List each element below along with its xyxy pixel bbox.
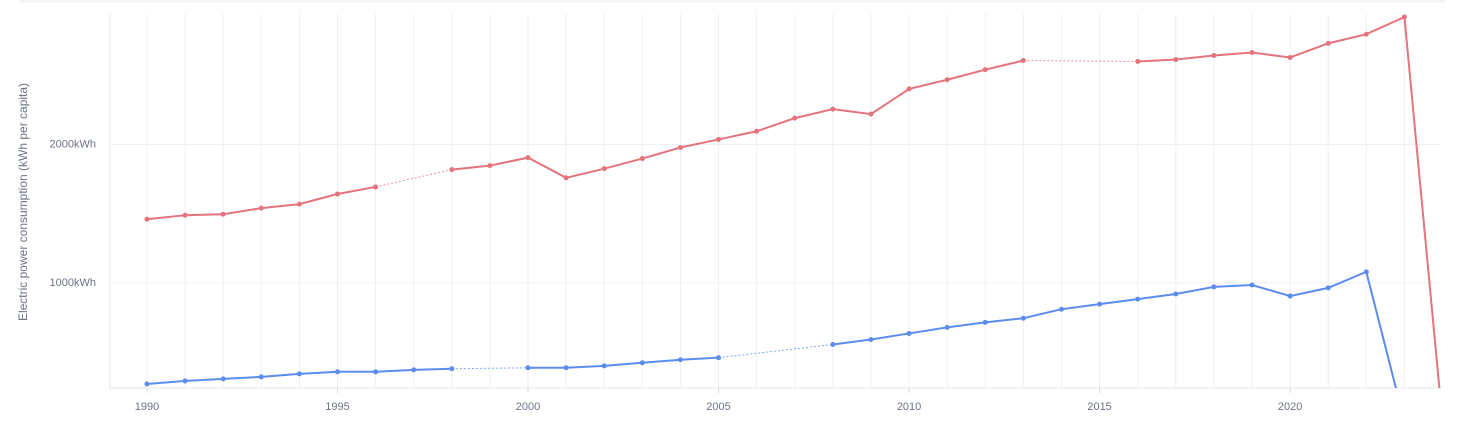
point [411,367,417,373]
point [1173,57,1179,63]
point [1249,49,1255,55]
point [1097,301,1103,307]
point [677,357,683,363]
gap-connector [718,344,833,359]
x-tick-label: 2000 [516,401,540,413]
point [1249,282,1255,288]
grid [110,14,1441,388]
point [1401,14,1407,20]
point [1402,419,1407,424]
point [182,378,188,384]
point [1135,58,1141,64]
point [754,128,760,134]
point [677,144,683,150]
point [258,205,264,211]
x-tick-label: 2005 [706,401,730,413]
point [830,342,836,348]
point [982,319,988,325]
point [1211,53,1217,59]
gap-connector [451,367,529,370]
point [258,374,264,380]
point [373,369,379,375]
point [601,363,607,369]
point [1363,31,1369,37]
point [1363,269,1369,275]
point [1020,315,1026,321]
point [487,163,493,169]
point [1440,419,1445,424]
point [868,337,874,343]
point [563,365,569,371]
point [449,167,455,173]
point [220,376,226,382]
x-tick-label: 2020 [1278,401,1302,413]
x-tick-label: 2010 [897,401,921,413]
point [716,355,722,361]
point [334,369,340,375]
point [944,324,950,330]
x-tick-label: 2015 [1087,401,1111,413]
point [906,86,912,92]
point [373,184,379,190]
y-tick-label: 1000kWh [50,277,96,289]
point [830,106,836,112]
point [1325,40,1331,46]
point [792,115,798,121]
y-tick-label: 2000kWh [50,138,96,150]
x-tick-label: 1995 [325,401,349,413]
point [1020,58,1026,64]
point [144,381,150,387]
y-axis-label: Electric power consumption (kWh per capi… [16,83,30,321]
point [716,136,722,142]
point [296,201,302,207]
plot-area [144,14,1445,424]
point [449,366,455,372]
point [639,156,645,162]
top-bar [20,0,1445,3]
point [1173,291,1179,297]
point [1211,284,1217,290]
point [296,371,302,377]
point [601,166,607,172]
point [144,216,150,222]
point [906,330,912,336]
point [639,360,645,366]
gap-connector [375,169,452,188]
point [944,77,950,83]
point [525,365,531,371]
series-line [146,270,1397,388]
point [1135,296,1141,302]
point [220,211,226,217]
point [182,212,188,218]
point [334,191,340,197]
point [563,175,569,181]
point [982,67,988,73]
point [868,111,874,117]
point [1287,293,1293,299]
point [1058,306,1064,312]
point [1325,285,1331,291]
point [1287,54,1293,60]
point [525,155,531,161]
gap-connector [1023,60,1138,62]
x-tick-label: 1990 [135,401,159,413]
